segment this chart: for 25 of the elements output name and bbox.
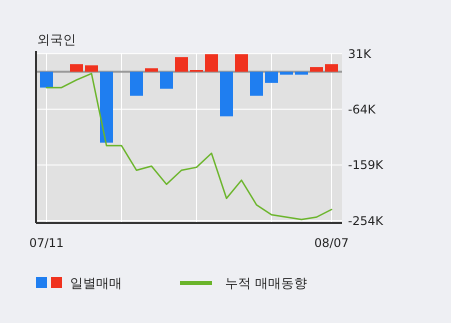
y-tick-label: -159K [348,158,384,172]
bar [40,72,53,88]
bar [145,68,158,72]
bar [100,72,113,143]
bar [265,72,278,83]
bar [325,64,338,72]
line-series [46,72,332,220]
bar [70,64,83,72]
bar [310,67,323,72]
bar [250,72,263,96]
bar [220,72,233,116]
bar [235,54,248,72]
chart-title: 외국인 [37,33,76,48]
x-tick-label: 08/07 [314,236,349,250]
legend-label: 일별매매 [70,276,122,292]
bar [160,72,173,89]
bar [130,72,143,96]
bar [205,54,218,72]
y-tick-label: -64K [348,102,377,116]
y-tick-label: 31K [348,46,372,61]
x-tick-label: 07/11 [29,236,64,250]
y-tick-label: -254K [348,214,384,228]
bar [85,65,98,72]
bar [175,57,188,72]
legend-label: 누적 매매동향 [225,276,308,292]
